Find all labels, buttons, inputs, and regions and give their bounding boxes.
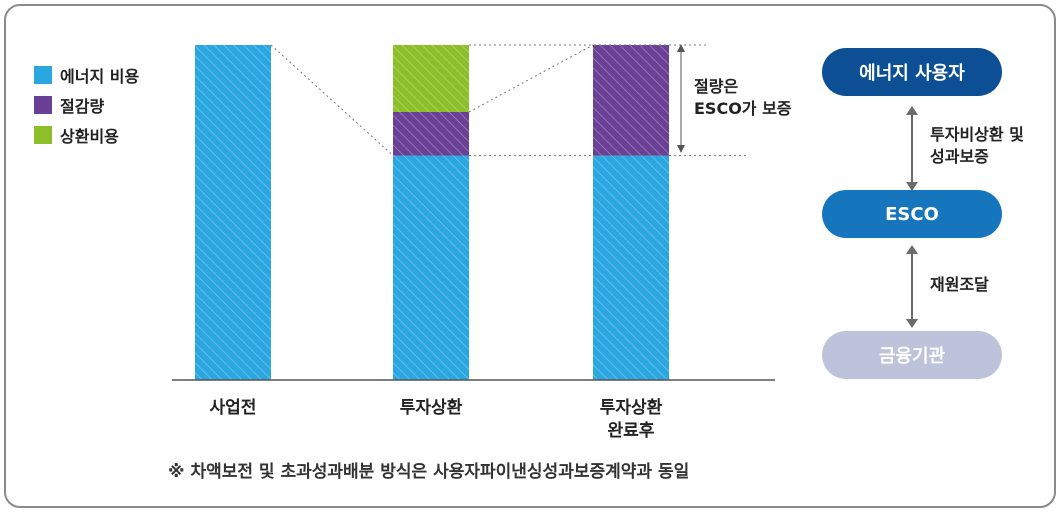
flow-arrow-1-up-icon <box>906 106 918 115</box>
legend-item-repayment: 상환비용 <box>34 120 139 150</box>
footnote: ※ 차액보전 및 초과성과배분 방식은 사용자파이낸싱성과보증계약과 동일 <box>168 462 690 482</box>
legend-swatch-energy-cost <box>34 66 52 84</box>
financial-institution-label: 금융기관 <box>878 346 946 367</box>
flow-label-repayment-guarantee: 투자비상환 및 성과보증 <box>930 125 1024 166</box>
legend-label: 상환비용 <box>60 127 119 146</box>
flow-arrow-1-line <box>911 113 913 191</box>
financial-institution-pill: 금융기관 <box>822 331 1002 379</box>
legend-label: 에너지 비용 <box>60 67 140 86</box>
bar-hatch-energy-cost-2 <box>593 155 669 380</box>
bar-hatch-savings-2 <box>593 45 669 156</box>
diagram-frame <box>4 4 1056 508</box>
energy-user-pill: 에너지 사용자 <box>822 48 1002 96</box>
bar-hatch-repayment-1 <box>393 45 469 112</box>
legend-item-savings: 절감량 <box>34 90 139 120</box>
flow-arrow-2-up-icon <box>906 245 918 254</box>
flow-arrow-2-down-icon <box>906 319 918 328</box>
energy-user-label: 에너지 사용자 <box>859 63 965 84</box>
legend: 에너지 비용 절감량 상환비용 <box>34 60 139 150</box>
guide-line-rise <box>468 44 594 113</box>
bar-hatch-savings-1 <box>393 112 469 156</box>
flow-label-funding: 재원조달 <box>930 275 989 294</box>
guarantee-annotation: 절량은 ESCO가 보증 <box>694 77 792 118</box>
legend-swatch-repayment <box>34 126 52 144</box>
esco-label: ESCO <box>885 203 939 225</box>
guide-lines-group <box>270 44 747 157</box>
flow-arrow-1-down-icon <box>906 182 918 191</box>
flow-arrow-2-line <box>911 250 913 325</box>
esco-pill: ESCO <box>822 190 1002 238</box>
x-tick-label-1: 투자상환 <box>400 398 463 418</box>
guarantee-bracket <box>677 44 685 153</box>
bracket-arrow-down-icon <box>677 145 685 153</box>
bars-group <box>195 45 669 380</box>
x-tick-labels: 사업전 투자상환 투자상환 완료후 <box>210 398 663 441</box>
x-tick-label-0: 사업전 <box>210 398 257 418</box>
bracket-arrow-up-icon <box>677 44 685 52</box>
legend-swatch-savings <box>34 96 52 114</box>
bar-hatch-energy-cost-1 <box>393 155 469 380</box>
x-tick-label-2: 투자상환 완료후 <box>600 398 663 441</box>
legend-item-energy-cost: 에너지 비용 <box>34 60 139 90</box>
guide-line-drop <box>270 44 394 156</box>
legend-label: 절감량 <box>60 97 105 116</box>
bar-hatch-energy-cost-0 <box>195 45 271 380</box>
